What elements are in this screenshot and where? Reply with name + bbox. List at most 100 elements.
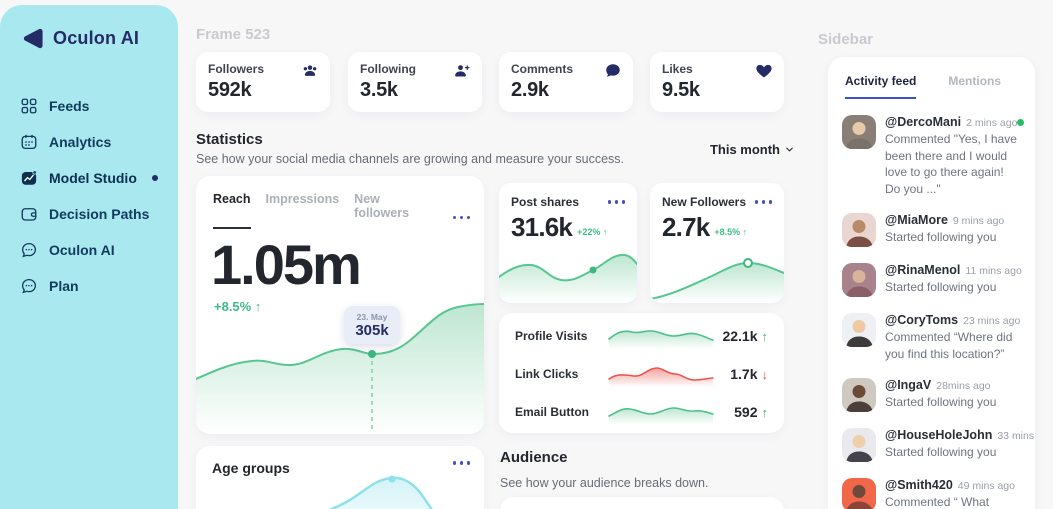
avatar: [842, 263, 876, 298]
feed-time: 49 mins ago: [957, 480, 1015, 493]
stat-value: 2.9k: [511, 79, 549, 101]
metric-value: 592: [734, 404, 758, 420]
new-followers-chart: [650, 258, 784, 303]
stat-icon: [755, 62, 773, 80]
feed-time: 2 mins ago: [966, 117, 1018, 129]
post-shares-chart: [499, 253, 637, 303]
avatar: [842, 478, 876, 509]
reach-tab[interactable]: New followers: [354, 192, 410, 220]
nav-item-label: Feeds: [49, 98, 90, 114]
stat-label: Likes: [662, 62, 693, 76]
feed-user[interactable]: @RinaMenol: [885, 263, 961, 278]
nav-item-icon: [20, 241, 38, 259]
feed-item[interactable]: @MiaMore 9 mins ago Started following yo…: [828, 205, 1035, 255]
reach-tab[interactable]: Impressions: [265, 192, 340, 206]
stat-card: Followers 592k: [196, 52, 330, 112]
frame-title: Frame 523: [196, 26, 271, 43]
activity-tab[interactable]: Activity feed: [845, 74, 917, 99]
reach-tabs: Reach Impressions New followers: [196, 176, 484, 229]
nav-item-label: Model Studio: [49, 170, 137, 186]
metric-label: Link Clicks: [515, 367, 579, 381]
period-label: This month: [709, 142, 780, 157]
activity-tabs: Activity feed Mentions: [828, 57, 1035, 100]
stat-card: Likes 9.5k: [650, 52, 784, 112]
card-title: New Followers: [662, 195, 747, 209]
post-shares-card: Post shares 31.6k +22% ↑: [499, 183, 637, 303]
avatar-person-icon: [846, 220, 873, 248]
nav-item[interactable]: Analytics: [0, 124, 178, 160]
feed-time: 11 mins ago: [965, 265, 1022, 278]
feed-item[interactable]: @Smith420 49 mins ago Commented “ What a…: [828, 470, 1035, 509]
feed-text: Started following you: [885, 230, 997, 245]
feed-user[interactable]: @HouseHoleJohn: [885, 428, 993, 443]
stat-label: Followers: [208, 62, 265, 76]
stat-label: Comments: [511, 62, 574, 76]
feed-item[interactable]: @RinaMenol 11 mins ago Started following…: [828, 255, 1035, 305]
feed-time: 9 mins ago: [952, 215, 1005, 228]
more-menu-icon[interactable]: [452, 215, 470, 230]
chevron-down-icon: [784, 144, 795, 155]
nav-item-icon: [20, 169, 38, 187]
avatar-person-icon: [846, 270, 873, 298]
nav-item[interactable]: Decision Paths: [0, 196, 178, 232]
metric-sparkline: [608, 367, 714, 387]
feed-time: 28mins ago: [936, 380, 991, 393]
avatar: [842, 313, 876, 348]
metric-row: Profile Visits 22.1k ↑: [499, 317, 784, 355]
activity-card: Activity feed Mentions @DercoMani 2 mins …: [828, 57, 1035, 509]
card-value: 2.7k: [662, 212, 710, 242]
audience-title: Audience: [500, 449, 568, 466]
chart-highlight-dot: [368, 350, 376, 358]
nav-item-icon: [20, 133, 38, 151]
period-selector[interactable]: This month: [700, 142, 795, 157]
feed-item[interactable]: @IngaV 28mins ago Started following you: [828, 370, 1035, 420]
metric-value: 22.1k: [722, 328, 758, 344]
age-groups-chart: [328, 475, 484, 509]
avatar: [842, 428, 876, 463]
stat-card: Comments 2.9k: [499, 52, 633, 112]
avatar-person-icon: [847, 485, 872, 509]
metric-trend-arrow: ↑: [761, 328, 769, 344]
feed-user[interactable]: @Smith420: [885, 478, 953, 493]
feed-user[interactable]: @CoryToms: [885, 313, 959, 328]
brand-name: Oculon AI: [53, 28, 140, 48]
feed-item[interactable]: @CoryToms 23 mins ago Commented “Where d…: [828, 305, 1035, 370]
nav-item-icon: [20, 97, 38, 115]
nav-item[interactable]: Model Studio: [0, 160, 178, 196]
nav-active-dot: [152, 175, 158, 181]
age-groups-card: Age groups: [196, 446, 484, 509]
feed-item[interactable]: @DercoMani 2 mins ago Commented "Yes, I …: [828, 107, 1035, 205]
feed-user[interactable]: @MiaMore: [885, 213, 948, 228]
metric-value: 1.7k: [730, 366, 758, 382]
feed-user[interactable]: @DercoMani: [885, 115, 962, 129]
nav-item-label: Oculon AI: [49, 242, 115, 258]
nav-item-label: Analytics: [49, 134, 112, 150]
avatar-person-icon: [846, 385, 873, 413]
more-menu-icon[interactable]: [452, 461, 470, 475]
feed-text: Started following you: [885, 395, 997, 410]
new-followers-head: New Followers: [650, 183, 784, 209]
reach-tab[interactable]: Reach: [213, 192, 251, 229]
statistics-subtitle: See how your social media channels are g…: [196, 152, 625, 166]
right-sidebar-title: Sidebar: [818, 31, 874, 48]
nav-item[interactable]: Feeds: [0, 88, 178, 124]
stat-cards-row: Followers 592k Following 3.5k Comments 2…: [196, 52, 784, 112]
card-delta: +22% ↑: [577, 226, 608, 237]
feed-text: Started following you: [885, 280, 997, 295]
metric-sparkline: [608, 407, 714, 425]
card-delta: +8.5% ↑: [714, 226, 748, 237]
feed-text: Commented “ What airline do you always f…: [885, 495, 990, 509]
metric-label: Email Button: [515, 405, 589, 419]
activity-tab[interactable]: Mentions: [948, 74, 1002, 88]
nav-item[interactable]: Plan: [0, 268, 178, 304]
metric-label: Profile Visits: [515, 329, 588, 343]
feed-user[interactable]: @IngaV: [885, 378, 932, 393]
more-menu-icon[interactable]: [607, 200, 625, 204]
metric-trend-arrow: ↓: [761, 366, 769, 382]
nav-item[interactable]: Oculon AI: [0, 232, 178, 268]
activity-feed-list: @DercoMani 2 mins ago Commented "Yes, I …: [828, 100, 1035, 509]
more-menu-icon[interactable]: [754, 200, 772, 204]
feed-item[interactable]: @HouseHoleJohn 33 mins ago Started follo…: [828, 420, 1035, 470]
brand[interactable]: Oculon AI: [0, 5, 178, 50]
